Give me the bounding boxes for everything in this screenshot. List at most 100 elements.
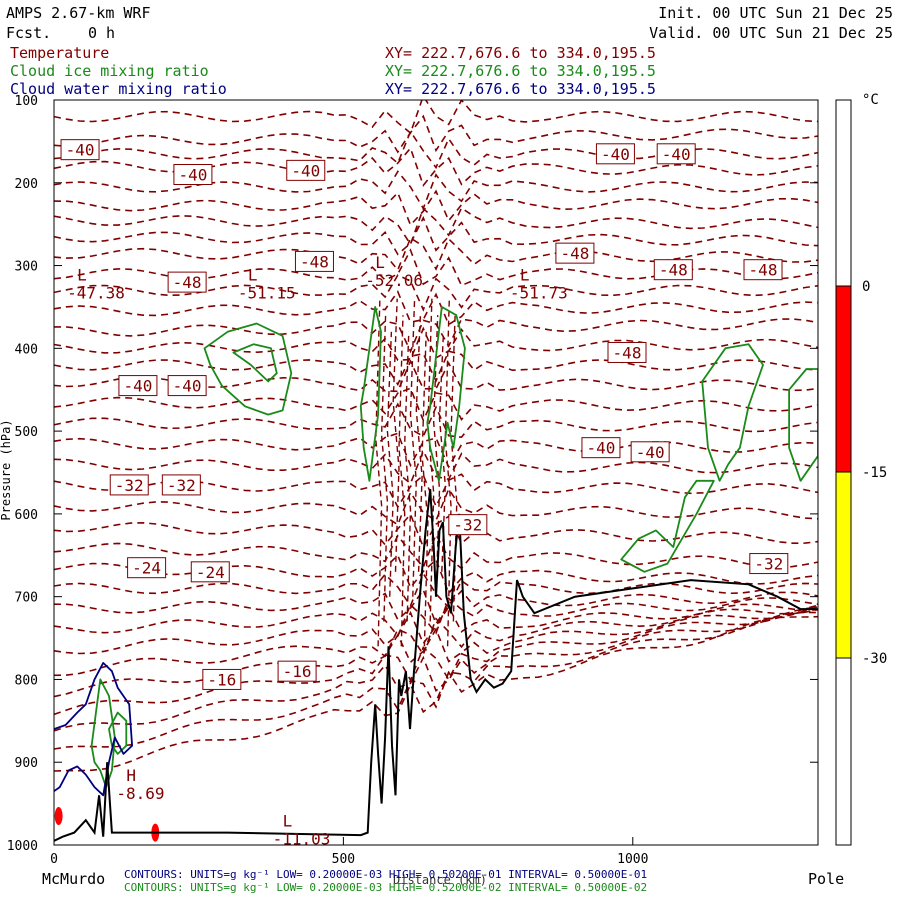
contour-label-box	[161, 474, 201, 496]
cloud-ice-contour	[620, 479, 715, 573]
cloud-ice-contour	[788, 368, 818, 482]
contour-label-box	[743, 259, 783, 281]
temperature-contour-line	[54, 449, 818, 485]
plot-frame	[53, 99, 819, 846]
temperature-contour-line	[54, 402, 818, 439]
colorbar: 0 -15 -30	[835, 99, 887, 846]
temperature-plume-line	[427, 298, 435, 622]
temperature-plume-line	[444, 298, 452, 647]
contour-label: -16	[207, 670, 236, 689]
temperature-contour-line	[54, 206, 818, 247]
contour-label-box	[202, 668, 242, 690]
colorbar-band	[836, 658, 851, 845]
temperature-plume-line	[403, 331, 412, 622]
extremum-value: -51.73	[510, 283, 568, 302]
temperature-contour-line	[54, 596, 818, 638]
temperature-contour-line	[54, 274, 818, 312]
cloud-ice-contour	[359, 306, 382, 482]
contour-label-box	[60, 139, 100, 161]
contour-label-box	[555, 242, 595, 264]
terrain-profile	[54, 488, 818, 842]
contour-label: -32	[167, 476, 196, 495]
contour-label: -48	[613, 343, 642, 362]
extremum-kind: L	[283, 812, 293, 831]
field-name-cloud-ice: Cloud ice mixing ratio	[10, 62, 209, 80]
contour-label: -24	[132, 559, 161, 578]
temperature-contour-line	[54, 487, 818, 527]
contour-label: -48	[173, 273, 202, 292]
contour-label: -40	[173, 377, 202, 396]
y-tick-label: 500	[15, 425, 38, 440]
contour-label-box	[190, 561, 230, 583]
temperature-contour-line	[54, 608, 818, 677]
temperature-contour-line	[54, 554, 818, 595]
temperature-contour-line	[54, 615, 818, 772]
contour-label: -40	[291, 161, 320, 180]
contour-label: -24	[196, 563, 225, 582]
y-tick-label: 700	[15, 591, 38, 606]
contour-label: -40	[636, 443, 665, 462]
field-name-temperature: Temperature	[10, 44, 109, 62]
left-endpoint-label: McMurdo	[42, 870, 105, 888]
contour-label: -32	[754, 555, 783, 574]
contour-label-box	[277, 660, 317, 682]
x-tick-label: 1000	[617, 852, 648, 867]
y-tick-label: 900	[15, 756, 38, 771]
extremum-kind: L	[77, 265, 87, 284]
contour-label-box	[607, 341, 647, 363]
y-tick-label: 200	[15, 177, 38, 192]
temperature-contour-line	[54, 129, 818, 170]
temperature-plume-line	[421, 331, 429, 647]
model-title: AMPS 2.67-km WRF	[6, 4, 151, 22]
valid-time: Valid. 00 UTC Sun 21 Dec 25	[649, 24, 893, 42]
contour-label: -40	[662, 145, 691, 164]
contour-label-box	[630, 441, 670, 463]
contour-label: -40	[123, 377, 152, 396]
contour-label-box	[127, 557, 167, 579]
temperature-contour-line	[54, 215, 818, 256]
temperature-plume-line	[432, 315, 441, 597]
extremum-kind: L	[520, 265, 530, 284]
x-tick-label: 500	[332, 852, 355, 867]
extremum-value: -47.38	[67, 283, 125, 302]
contour-label-box	[118, 375, 158, 397]
y-tick-label: 400	[15, 342, 38, 357]
temperature-contour-line	[54, 100, 818, 135]
colorbar-band	[836, 100, 851, 286]
y-tick-label: 1000	[7, 839, 38, 854]
field-xy-cloud-ice: XY= 222.7,676.6 to 334.0,195.5	[385, 62, 656, 80]
cloud-ice-contour	[90, 678, 116, 788]
contour-label-box	[167, 271, 207, 293]
temperature-contour-line	[54, 605, 818, 698]
temperature-contours	[54, 100, 818, 772]
temperature-contour-line	[54, 236, 818, 272]
contour-label: -40	[66, 141, 95, 160]
field-xy-temperature: XY= 222.7,676.6 to 334.0,195.5	[385, 44, 656, 62]
cloud-water-contour-info: CONTOURS: UNITS=g kg⁻¹ LOW= 0.20000E-03 …	[124, 868, 647, 881]
init-time: Init. 00 UTC Sun 21 Dec 25	[658, 4, 893, 22]
contour-label: -16	[283, 662, 312, 681]
y-axis-title: Pressure (hPa)	[0, 419, 13, 520]
colorbar-tick-label: -30	[862, 651, 887, 667]
contour-label: -40	[601, 145, 630, 164]
cloud-ice-contours	[90, 306, 818, 788]
y-tick-label: 300	[15, 260, 38, 275]
temperature-plume-line	[409, 298, 418, 597]
cloud-water-contour	[54, 662, 133, 797]
cloud-ice-contour	[701, 343, 764, 482]
temperature-contour-line	[54, 189, 818, 227]
extremum-value: -51.15	[238, 283, 296, 302]
colorbar-tick-label: 0	[862, 279, 870, 295]
contour-label-box	[294, 250, 334, 272]
contour-label-box	[653, 259, 693, 281]
colorbar-band	[836, 286, 851, 472]
temperature-plume-line	[386, 331, 394, 597]
cloud-ice-contour	[203, 322, 293, 416]
cloud-ice-contour	[232, 343, 278, 383]
contour-label: -48	[300, 252, 329, 271]
cloud-ice-contour	[108, 711, 128, 755]
temperature-plume-line	[398, 315, 406, 647]
cloud-water-contours	[54, 662, 133, 797]
temperature-contour-line	[54, 146, 818, 188]
extremum-value: -8.69	[116, 784, 164, 803]
